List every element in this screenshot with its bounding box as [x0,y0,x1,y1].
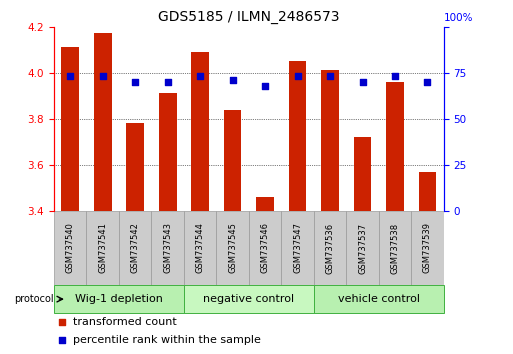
Text: 100%: 100% [444,13,473,23]
Bar [256,197,274,211]
Text: GSM737538: GSM737538 [390,222,400,274]
Bar [353,137,371,211]
Bar [419,172,437,211]
Text: GSM737546: GSM737546 [261,222,269,273]
Text: GSM737542: GSM737542 [131,223,140,273]
Text: GSM737543: GSM737543 [163,222,172,273]
Text: GSM737536: GSM737536 [326,222,334,274]
Text: vehicle control: vehicle control [338,294,420,304]
Bar [216,211,249,285]
Bar [314,285,444,313]
Point [196,74,204,79]
Point [228,77,236,83]
Text: protocol: protocol [14,294,54,304]
Bar [86,211,119,285]
Text: GSM737545: GSM737545 [228,223,237,273]
Bar [94,34,111,211]
Bar [386,82,404,211]
Point [66,74,74,79]
Bar [159,93,176,211]
Text: percentile rank within the sample: percentile rank within the sample [73,335,261,345]
Bar [411,211,444,285]
Point [57,337,66,343]
Bar [281,211,314,285]
Text: GSM737540: GSM737540 [66,223,74,273]
Bar [379,211,411,285]
Point [131,79,139,85]
Text: GSM737539: GSM737539 [423,222,432,273]
Bar [184,285,314,313]
Bar [151,211,184,285]
Bar [184,211,216,285]
Point [57,319,66,325]
Bar [126,124,144,211]
Bar [54,285,184,313]
Text: GSM737541: GSM737541 [98,223,107,273]
Text: GSM737537: GSM737537 [358,222,367,274]
Text: GSM737544: GSM737544 [195,223,205,273]
Text: negative control: negative control [203,294,294,304]
Text: GSM737547: GSM737547 [293,222,302,273]
Point [164,79,172,85]
Point [391,74,399,79]
Bar [314,211,346,285]
Point [293,74,302,79]
Point [261,83,269,88]
Bar [61,47,79,211]
Point [326,74,334,79]
Point [98,74,107,79]
Text: Wig-1 depletion: Wig-1 depletion [75,294,163,304]
Title: GDS5185 / ILMN_2486573: GDS5185 / ILMN_2486573 [158,10,340,24]
Bar [191,52,209,211]
Bar [346,211,379,285]
Text: transformed count: transformed count [73,317,177,327]
Bar [249,211,281,285]
Bar [289,61,306,211]
Bar [224,110,242,211]
Bar [321,70,339,211]
Point [359,79,367,85]
Bar [54,211,86,285]
Point [423,79,431,85]
Bar [119,211,151,285]
